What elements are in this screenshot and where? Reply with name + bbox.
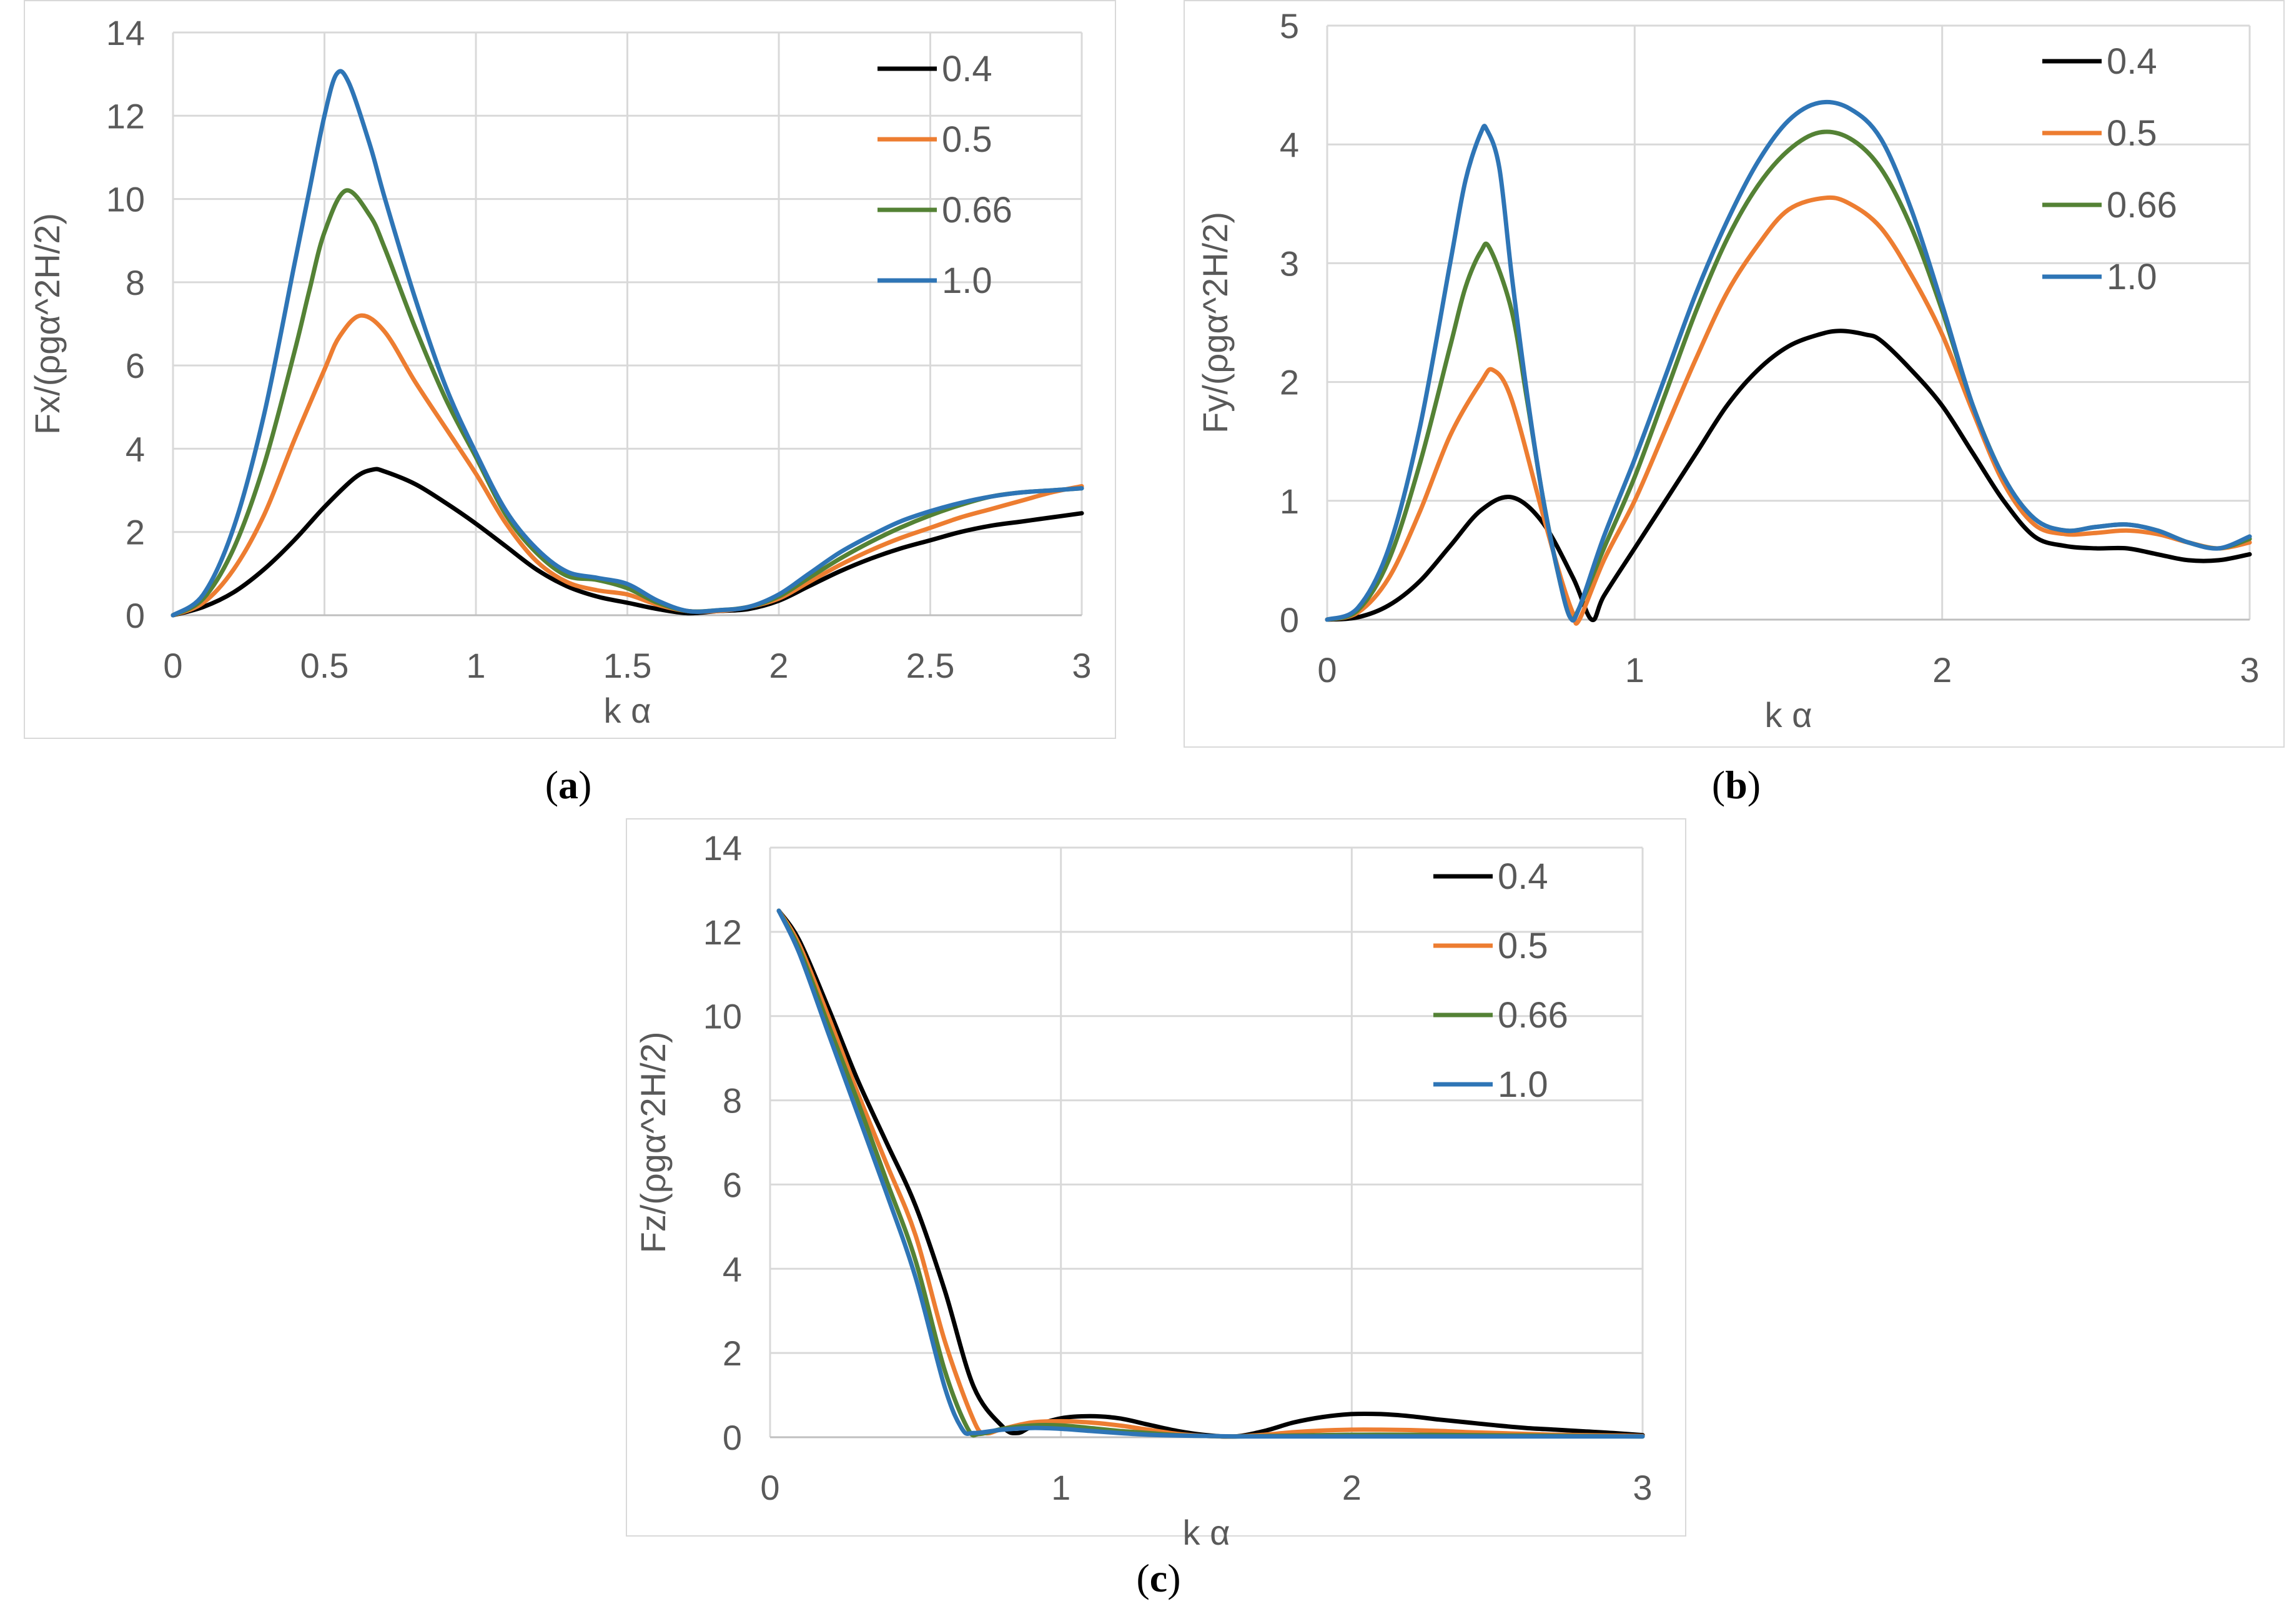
- chart-a-xtick-label: 0: [163, 646, 182, 685]
- caption-a: (a): [545, 763, 592, 807]
- chart-c-xtick-label: 1: [1051, 1468, 1070, 1507]
- chart-c-series-line-0.66: [776, 908, 1645, 1439]
- chart-b-frame: [1184, 0, 2285, 748]
- chart-b-ytick-label: 0: [1280, 600, 1299, 640]
- chart-c-ytick-label: 0: [723, 1418, 742, 1457]
- chart-a-ytick-label: 10: [106, 180, 145, 219]
- chart-a-ylabel: Fx/(ρgα^2H/2): [27, 213, 67, 435]
- chart-a-ytick-label: 8: [126, 263, 145, 302]
- chart-c-xtick-label: 0: [760, 1468, 779, 1507]
- chart-a-xtick-label: 2.5: [906, 646, 955, 685]
- chart-a-series-line-0.66: [171, 188, 1084, 618]
- caption-c: (c): [1136, 1556, 1181, 1600]
- chart-c-series-line-0.5: [776, 908, 1645, 1439]
- chart-c-ytick-label: 8: [723, 1081, 742, 1121]
- chart-b-ytick-label: 4: [1280, 125, 1299, 164]
- chart-c-ytick-label: 10: [703, 997, 742, 1036]
- chart-b-xlabel: k α: [1765, 695, 1812, 735]
- chart-b-ytick-label: 1: [1280, 482, 1299, 521]
- chart-b-ytick-label: 3: [1280, 244, 1299, 283]
- chart-c-ytick-label: 2: [723, 1334, 742, 1373]
- chart-c-frame: [626, 818, 1686, 1537]
- caption-b: (b): [1711, 763, 1761, 807]
- chart-b-xtick-label: 2: [1932, 650, 1952, 690]
- chart-c-ylabel: Fz/(ρgα^2H/2): [633, 1031, 673, 1253]
- chart-a-xtick-label: 2: [769, 646, 788, 685]
- chart-c-ytick-label: 6: [723, 1165, 742, 1204]
- chart-b-legend: 0.4 0.5 0.66 1.0: [2042, 41, 2177, 297]
- chart-b-legend-label: 1.0: [2107, 257, 2157, 297]
- chart-a-series-line-0.4: [171, 467, 1084, 618]
- chart-c-xlabel: k α: [1183, 1513, 1230, 1552]
- chart-a-legend-label: 1.0: [942, 260, 992, 301]
- chart-c-ytick-label: 4: [723, 1249, 742, 1289]
- chart-b-xtick-label: 1: [1625, 650, 1644, 690]
- chart-b-series-line-0.4: [1325, 329, 2252, 623]
- chart-a-ytick-label: 6: [126, 346, 145, 385]
- chart-a-xtick-label: 0.5: [300, 646, 349, 685]
- chart-c-legend-label: 0.5: [1498, 926, 1548, 966]
- caption-c-letter: c: [1149, 1556, 1168, 1600]
- chart-c-ytick-label: 14: [703, 828, 742, 868]
- chart-a-ytick-label: 0: [126, 596, 145, 635]
- chart-b-xtick-label: 3: [2240, 650, 2259, 690]
- chart-a-legend: 0.4 0.5 0.66 1.0: [878, 49, 1012, 301]
- chart-a-xtick-label: 3: [1072, 646, 1091, 685]
- chart-c-legend: 0.4 0.5 0.66 1.0: [1433, 856, 1568, 1105]
- chart-a-ytick-label: 4: [126, 429, 145, 468]
- chart-a-ytick-label: 12: [106, 96, 145, 136]
- chart-c-legend-label: 0.66: [1498, 995, 1568, 1036]
- chart-a-legend-label: 0.4: [942, 49, 992, 89]
- caption-a-letter: a: [558, 763, 578, 807]
- chart-b-series-line-1.0: [1325, 99, 2252, 623]
- chart-b-legend-label: 0.66: [2107, 185, 2177, 225]
- chart-b-xtick-label: 0: [1317, 650, 1337, 690]
- chart-c-series-line-1.0: [776, 908, 1645, 1439]
- chart-a-ytick-label: 14: [106, 13, 145, 52]
- chart-a-ytick-label: 2: [126, 513, 145, 552]
- chart-c-xtick-label: 3: [1633, 1468, 1652, 1507]
- chart-b-series-line-0.5: [1325, 195, 2252, 626]
- chart-b-ytick-label: 2: [1280, 363, 1299, 402]
- chart-b-ytick-label: 5: [1280, 6, 1299, 46]
- chart-c-series-line-0.4: [776, 908, 1645, 1439]
- chart-b-ylabel: Fy/(ρgα^2H/2): [1195, 212, 1235, 433]
- chart-a-xtick-label: 1.5: [603, 646, 652, 685]
- chart-c-ytick-label: 12: [703, 913, 742, 952]
- caption-b-letter: b: [1725, 763, 1748, 807]
- chart-b-legend-label: 0.5: [2107, 113, 2157, 154]
- chart-a-xtick-label: 1: [466, 646, 485, 685]
- chart-c-legend-label: 1.0: [1498, 1064, 1548, 1105]
- chart-b-legend-label: 0.4: [2107, 41, 2157, 82]
- chart-a-series-line-0.5: [171, 313, 1084, 618]
- chart-a-legend-label: 0.66: [942, 190, 1012, 230]
- chart-c-legend-label: 0.4: [1498, 856, 1548, 897]
- chart-a-xlabel: k α: [604, 691, 651, 730]
- chart-a-series-line-1.0: [171, 69, 1084, 618]
- chart-c-xtick-label: 2: [1342, 1468, 1362, 1507]
- chart-a-legend-label: 0.5: [942, 119, 992, 160]
